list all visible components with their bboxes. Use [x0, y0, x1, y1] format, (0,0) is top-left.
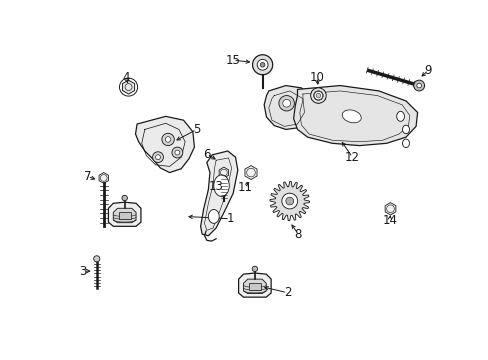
Circle shape [315, 93, 320, 98]
Text: 14: 14 [382, 214, 396, 227]
Circle shape [94, 256, 100, 262]
Text: 8: 8 [294, 228, 302, 240]
Text: 6: 6 [203, 148, 210, 161]
Polygon shape [122, 80, 134, 94]
Polygon shape [244, 166, 257, 180]
Circle shape [122, 195, 127, 201]
Circle shape [172, 147, 183, 158]
Circle shape [278, 95, 294, 111]
Text: 4: 4 [122, 71, 130, 84]
Circle shape [281, 193, 297, 209]
Circle shape [165, 137, 170, 142]
Text: 2: 2 [283, 286, 290, 299]
Circle shape [310, 88, 325, 103]
Ellipse shape [342, 110, 361, 123]
Circle shape [252, 55, 272, 75]
Ellipse shape [213, 175, 229, 197]
Polygon shape [219, 167, 228, 178]
Text: 15: 15 [225, 54, 240, 67]
Polygon shape [385, 203, 395, 215]
Text: 3: 3 [79, 265, 86, 278]
Polygon shape [293, 86, 417, 145]
Circle shape [260, 62, 264, 67]
Polygon shape [248, 283, 260, 290]
Circle shape [416, 83, 421, 88]
Circle shape [313, 91, 322, 100]
Polygon shape [99, 172, 108, 183]
Text: 7: 7 [83, 170, 91, 183]
Polygon shape [238, 273, 270, 297]
Circle shape [282, 99, 290, 107]
Circle shape [257, 59, 267, 70]
Ellipse shape [396, 111, 404, 121]
Polygon shape [269, 181, 309, 221]
Circle shape [413, 80, 424, 91]
Circle shape [155, 155, 160, 159]
Ellipse shape [402, 139, 408, 148]
Text: 9: 9 [424, 64, 431, 77]
Polygon shape [108, 202, 141, 226]
Text: 1: 1 [226, 212, 233, 225]
Circle shape [152, 152, 163, 163]
Polygon shape [113, 208, 136, 223]
Circle shape [285, 197, 293, 205]
Text: 5: 5 [193, 123, 200, 136]
Polygon shape [311, 88, 325, 103]
Polygon shape [264, 86, 312, 130]
Text: 12: 12 [345, 150, 359, 164]
Polygon shape [119, 212, 130, 219]
Polygon shape [200, 151, 237, 236]
Text: 13: 13 [208, 180, 223, 193]
Circle shape [252, 266, 257, 271]
Polygon shape [243, 279, 266, 293]
Text: 10: 10 [309, 71, 324, 84]
Circle shape [175, 150, 180, 155]
Ellipse shape [208, 210, 219, 223]
Circle shape [162, 133, 174, 145]
Ellipse shape [402, 125, 408, 134]
Polygon shape [135, 116, 194, 172]
Text: 11: 11 [237, 181, 252, 194]
